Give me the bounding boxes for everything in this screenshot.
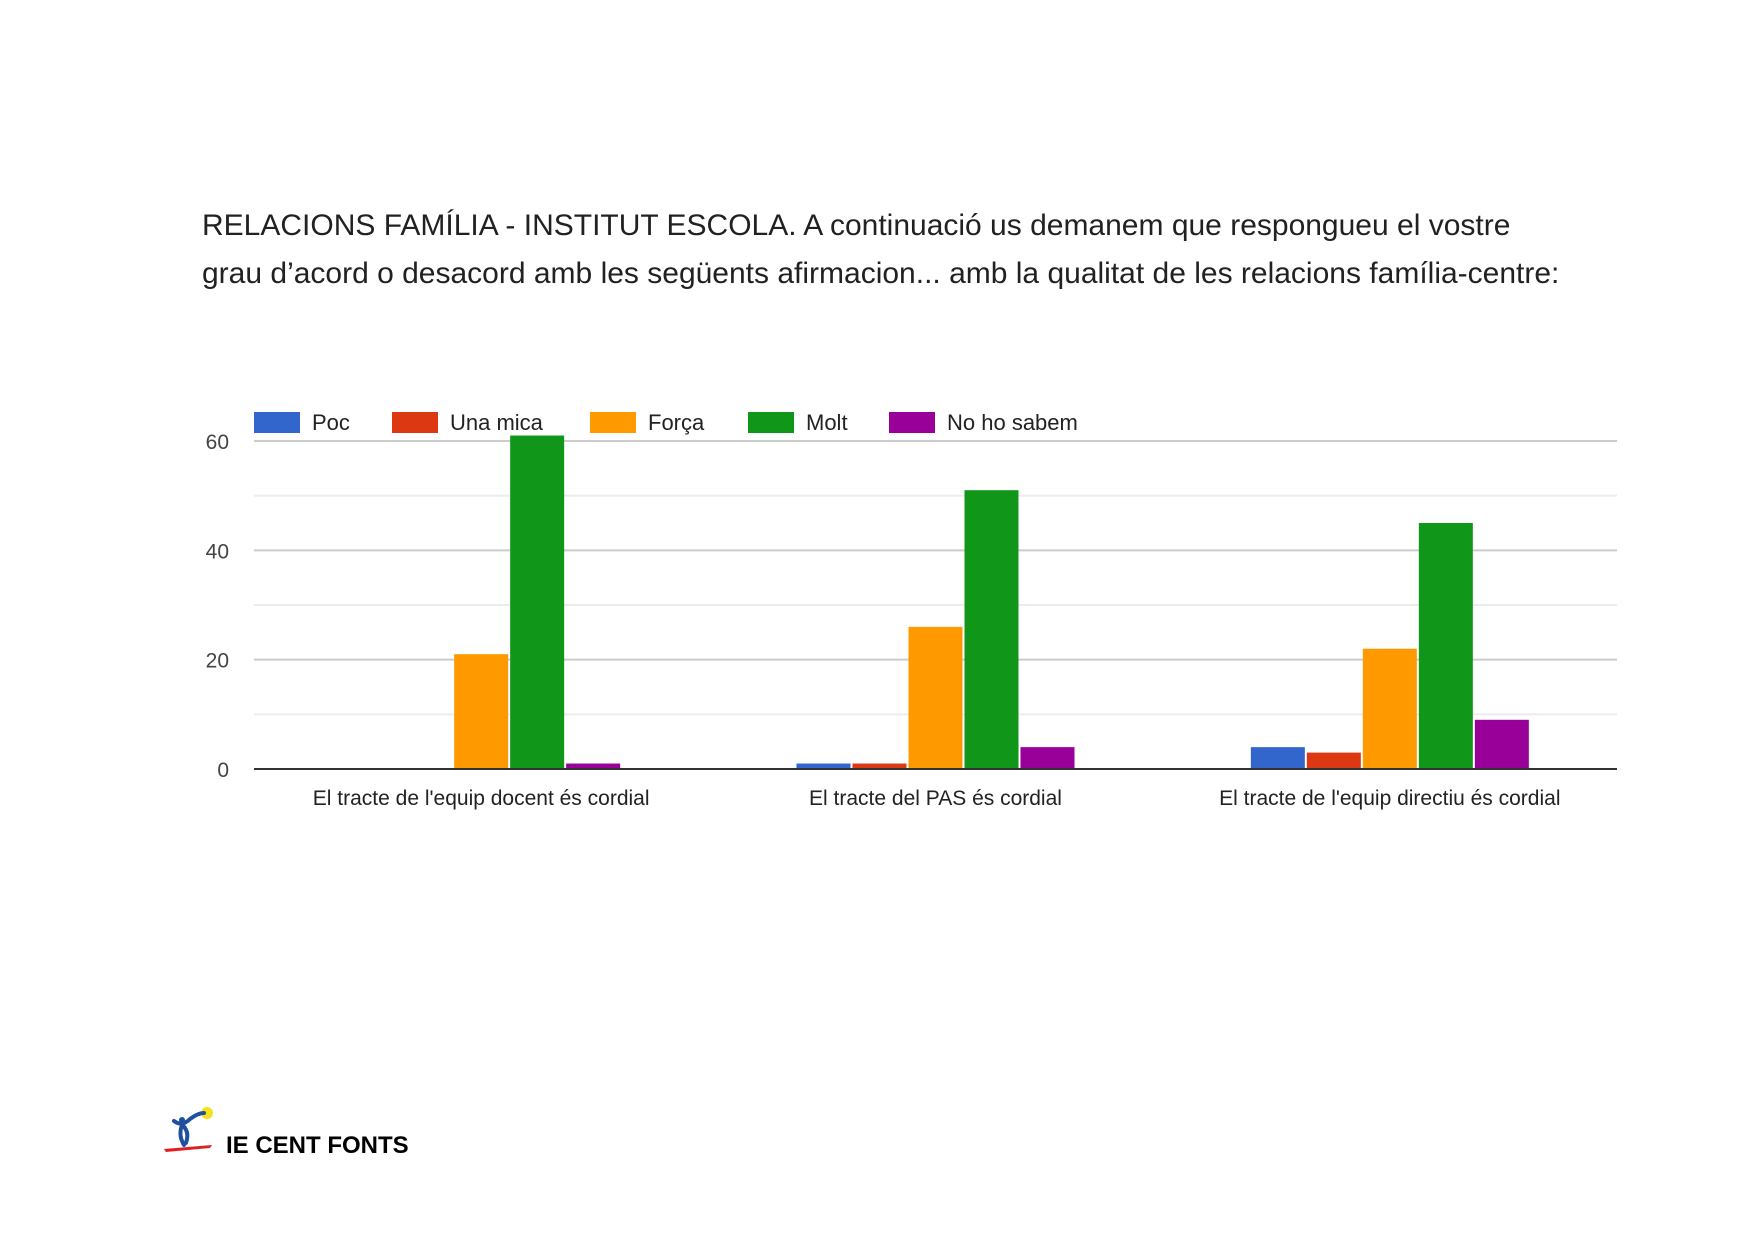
legend-swatch <box>889 412 935 433</box>
legend-label: Poc <box>312 410 350 435</box>
title-line-2: grau d’acord o desacord amb les següents… <box>202 257 1560 290</box>
chart-title: RELACIONS FAMÍLIA - INSTITUT ESCOLA. A c… <box>202 202 1602 298</box>
legend-swatch <box>392 412 438 433</box>
y-tick-label: 40 <box>206 540 229 563</box>
y-tick-label: 60 <box>206 431 229 454</box>
bar-no-ho-sabem <box>1020 747 1075 769</box>
legend-swatch <box>590 412 636 433</box>
legend-label: Força <box>648 410 705 435</box>
x-category-label: El tracte de l'equip directiu és cordial <box>1219 787 1560 810</box>
bar-no-ho-sabem <box>566 763 621 769</box>
title-line-1: RELACIONS FAMÍLIA - INSTITUT ESCOLA. A c… <box>202 209 1511 242</box>
bar-força <box>908 626 963 769</box>
legend-swatch <box>254 412 300 433</box>
bar-molt <box>510 435 565 769</box>
x-category-label: El tracte de l'equip docent és cordial <box>313 787 650 810</box>
x-category-label: El tracte del PAS és cordial <box>809 787 1062 810</box>
bar-no-ho-sabem <box>1474 719 1529 769</box>
bar-poc <box>1250 747 1305 769</box>
school-name: IE CENT FONTS <box>226 1132 409 1159</box>
legend-label: No ho sabem <box>947 410 1078 435</box>
legend-label: Molt <box>806 410 848 435</box>
legend-label: Una mica <box>450 410 544 435</box>
bar-una-mica <box>852 763 907 769</box>
legend-swatch <box>748 412 794 433</box>
bar-molt <box>1418 523 1473 769</box>
y-tick-label: 20 <box>206 650 229 673</box>
bar-poc <box>796 763 851 769</box>
bar-força <box>1362 648 1417 769</box>
y-tick-label: 0 <box>217 759 229 782</box>
bar-molt <box>964 490 1019 769</box>
bar-força <box>454 654 509 769</box>
school-logo-icon <box>164 1107 213 1152</box>
bar-una-mica <box>1306 752 1361 769</box>
